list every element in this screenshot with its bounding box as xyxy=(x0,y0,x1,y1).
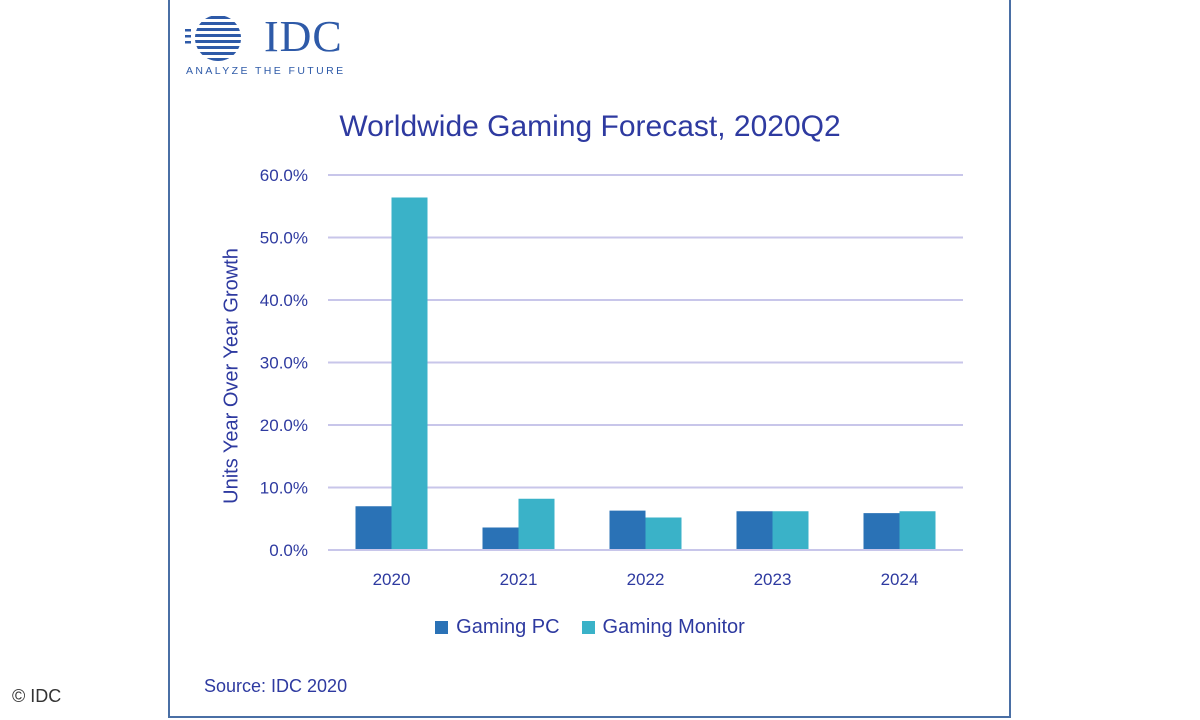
legend-swatch-gaming-pc xyxy=(435,621,449,634)
bar-gaming-monitor-2022 xyxy=(645,517,682,550)
bar-gaming-pc-2021 xyxy=(482,527,519,550)
bar-gaming-pc-2022 xyxy=(609,510,646,550)
legend-swatch-gaming-monitor xyxy=(581,621,595,634)
copyright-notice: © IDC xyxy=(12,686,62,706)
legend-item-gaming-monitor: Gaming Monitor xyxy=(581,616,745,639)
bar-gaming-monitor-2024 xyxy=(899,511,936,550)
logo-tagline: ANALYZE THE FUTURE xyxy=(186,65,346,77)
bar-gaming-pc-2020 xyxy=(355,506,392,550)
bar-gaming-monitor-2021 xyxy=(518,498,555,550)
y-tick-label: 40.0% xyxy=(260,291,308,310)
logo-wordmark: IDC xyxy=(264,12,343,61)
y-tick-label: 10.0% xyxy=(260,479,308,498)
y-tick-label: 30.0% xyxy=(260,354,308,373)
legend-label-gaming-pc: Gaming PC xyxy=(456,616,560,638)
legend-label-gaming-monitor: Gaming Monitor xyxy=(602,616,745,638)
bar-gaming-monitor-2023 xyxy=(772,511,809,550)
bar-gaming-monitor-2020 xyxy=(391,197,428,550)
bar-gaming-pc-2023 xyxy=(736,511,773,550)
legend-item-gaming-pc: Gaming PC xyxy=(435,616,560,639)
chart-frame xyxy=(168,0,1011,718)
chart-legend: Gaming PC Gaming Monitor xyxy=(0,616,1180,639)
x-tick-label: 2024 xyxy=(881,570,919,589)
idc-globe-logo-icon xyxy=(185,16,241,61)
x-tick-label: 2020 xyxy=(373,570,411,589)
chart-title: Worldwide Gaming Forecast, 2020Q2 xyxy=(0,110,1180,144)
y-tick-label: 0.0% xyxy=(269,541,308,560)
source-note: Source: IDC 2020 xyxy=(204,676,348,696)
bar-gaming-pc-2024 xyxy=(863,513,900,550)
x-tick-label: 2023 xyxy=(754,570,792,589)
x-tick-label: 2021 xyxy=(500,570,538,589)
chart-title-text: Worldwide Gaming Forecast, 2020Q2 xyxy=(339,110,841,143)
x-tick-label: 2022 xyxy=(627,570,665,589)
y-tick-label: 50.0% xyxy=(260,229,308,248)
y-tick-label: 20.0% xyxy=(260,416,308,435)
y-tick-label: 60.0% xyxy=(260,166,308,185)
